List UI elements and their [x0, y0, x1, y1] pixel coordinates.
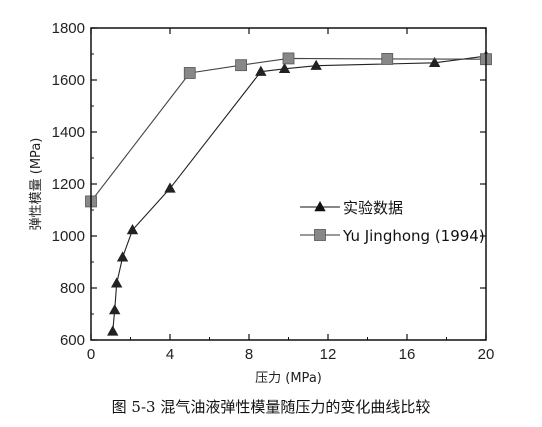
- series-line-1: [90, 57, 487, 202]
- data-point-triangle: [116, 251, 129, 262]
- x-tick-label: 20: [478, 346, 495, 363]
- x-tick-label: 16: [399, 346, 416, 363]
- data-series: [85, 50, 492, 336]
- y-tick-label: 800: [60, 280, 85, 297]
- series-line-0: [112, 55, 487, 332]
- legend-marker-triangle: [314, 201, 326, 212]
- x-tick-label: 8: [245, 346, 253, 363]
- y-tick-label: 1400: [52, 124, 85, 141]
- y-tick-label: 1800: [52, 20, 85, 37]
- y-tick-label: 1000: [52, 228, 85, 245]
- x-tick-label: 12: [320, 346, 337, 363]
- figure-caption: 图 5-3 混气油液弹性模量随压力的变化曲线比较: [111, 398, 431, 416]
- x-axis-label: 压力 (MPa): [255, 371, 322, 386]
- data-point-square: [183, 67, 196, 79]
- chart: 600 800 1000 1200 1400 1600 1800 0 4 8 12 16 20 实验数据…: [29, 20, 495, 386]
- data-point-square: [235, 59, 248, 72]
- data-point-triangle: [310, 59, 322, 70]
- legend-label-exp: 实验数据: [343, 199, 403, 217]
- y-tick-label: 1600: [52, 72, 85, 89]
- data-point-square: [381, 53, 394, 65]
- data-point-triangle: [428, 56, 441, 68]
- data-point-triangle: [107, 325, 119, 336]
- y-tick-label: 600: [60, 332, 85, 349]
- data-point-triangle: [109, 304, 121, 315]
- plot-frame: [90, 27, 487, 341]
- y-tick-label: 1200: [52, 176, 85, 193]
- data-point-triangle: [110, 277, 123, 288]
- data-point-triangle: [278, 62, 291, 74]
- y-axis-label: 弹性模量 (MPa): [29, 138, 44, 231]
- data-point-triangle: [164, 182, 176, 193]
- legend-label-yu: Yu Jinghong (1994): [342, 227, 485, 245]
- data-point-triangle: [126, 224, 139, 235]
- legend-marker-square: [314, 229, 326, 241]
- data-point-square: [282, 52, 295, 65]
- legend: 实验数据 Yu Jinghong (1994): [300, 199, 485, 245]
- data-point-triangle: [255, 65, 267, 76]
- x-tick-label: 4: [166, 346, 174, 363]
- x-tick-label: 0: [87, 346, 95, 363]
